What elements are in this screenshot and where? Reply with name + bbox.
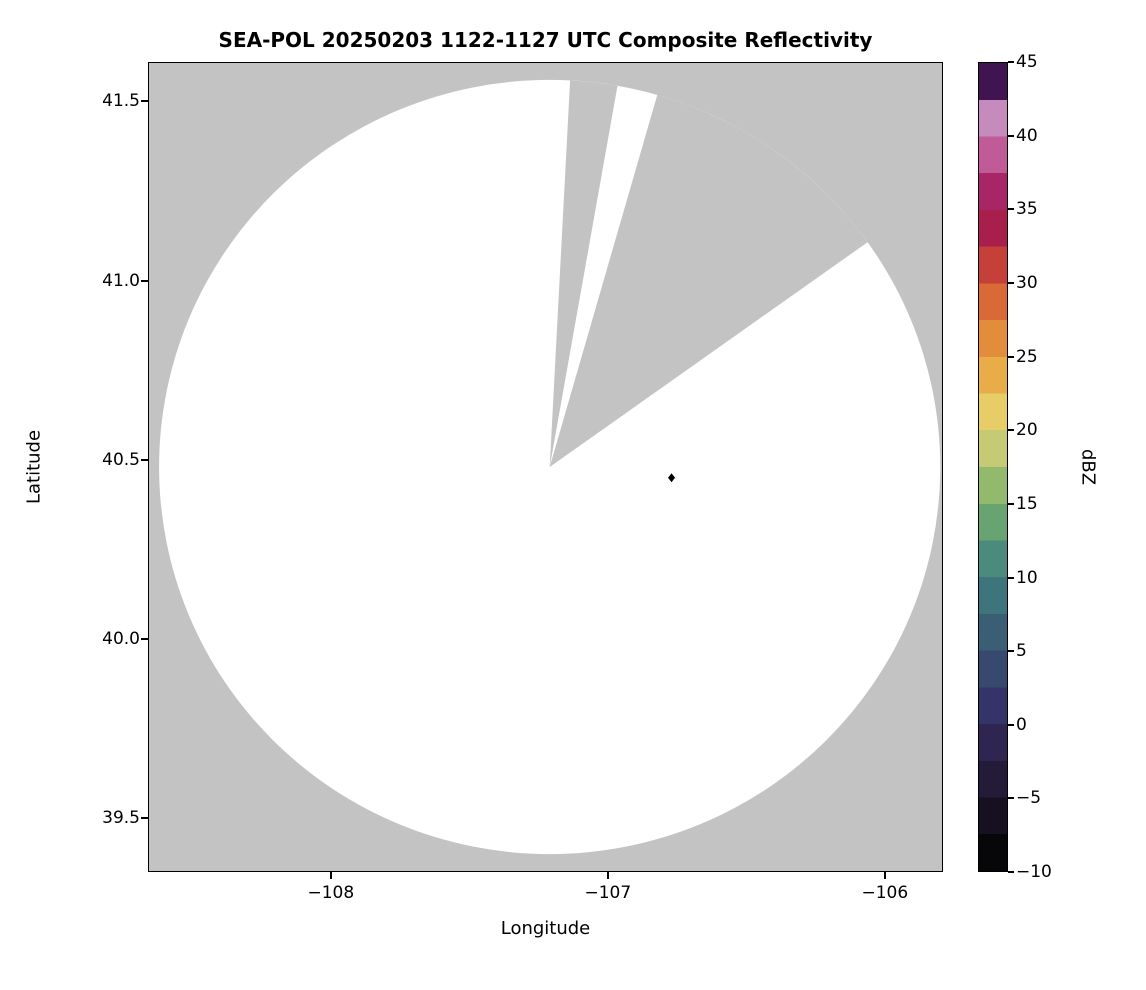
x-tick-mark (606, 872, 609, 879)
colorbar-tick-mark (1008, 134, 1014, 137)
colorbar-tick-mark (1008, 281, 1014, 284)
colorbar-tick-mark (1008, 208, 1014, 211)
x-tick-mark (883, 872, 886, 879)
y-tick-label: 41.0 (102, 270, 140, 291)
colorbar-tick-mark (1008, 723, 1014, 726)
x-tick-mark (329, 872, 332, 879)
y-tick-label: 39.5 (102, 808, 140, 829)
colorbar-tick-mark (1008, 355, 1014, 358)
colorbar-tick-mark (1008, 797, 1014, 800)
colorbar-tick-label: −10 (1016, 862, 1052, 882)
colorbar-tick-label: 30 (1016, 272, 1038, 293)
missing-sector-wedge (549, 94, 868, 468)
y-tick-mark (141, 458, 148, 461)
x-tick-label: −108 (307, 883, 355, 903)
y-tick-label: 41.5 (102, 91, 140, 112)
colorbar-tick-label: 5 (1016, 641, 1027, 662)
y-tick-mark (141, 100, 148, 103)
axes-frame (148, 62, 943, 872)
y-tick-mark (141, 279, 148, 282)
colorbar-tick-label: 45 (1016, 52, 1038, 72)
colorbar-tick-label: 25 (1016, 346, 1038, 367)
colorbar-tick-label: 20 (1016, 420, 1038, 441)
y-tick-label: 40.5 (102, 449, 140, 470)
x-tick-label: −107 (584, 883, 632, 903)
colorbar-tick-mark (1008, 502, 1014, 505)
colorbar-tick-label: 35 (1016, 199, 1038, 220)
colorbar-tick-mark (1008, 871, 1014, 873)
colorbar-tick-label: 0 (1016, 714, 1027, 735)
colorbar-tick-label: −5 (1016, 788, 1042, 809)
y-tick-mark (141, 638, 148, 640)
colorbar (978, 62, 1008, 872)
colorbar-label: dBZ (1077, 448, 1099, 486)
colorbar-tick-mark (1008, 429, 1014, 432)
y-tick-label: 40.0 (102, 629, 140, 649)
colorbar-tick-label: 40 (1016, 125, 1038, 146)
colorbar-tick-label: 15 (1016, 493, 1038, 514)
x-axis-label: Longitude (500, 918, 591, 939)
plot-title: SEA-POL 20250203 1122-1127 UTC Composite… (218, 28, 873, 52)
colorbar-tick-mark (1008, 61, 1014, 63)
radar-ppi-plot (148, 62, 943, 872)
y-tick-mark (141, 817, 148, 820)
colorbar-tick-mark (1008, 576, 1014, 579)
colorbar-tick-label: 10 (1016, 567, 1038, 588)
colorbar-tick-mark (1008, 650, 1014, 653)
echo-marker (668, 473, 676, 483)
missing-sector-wedge (549, 80, 618, 467)
x-tick-label: −106 (861, 883, 909, 903)
